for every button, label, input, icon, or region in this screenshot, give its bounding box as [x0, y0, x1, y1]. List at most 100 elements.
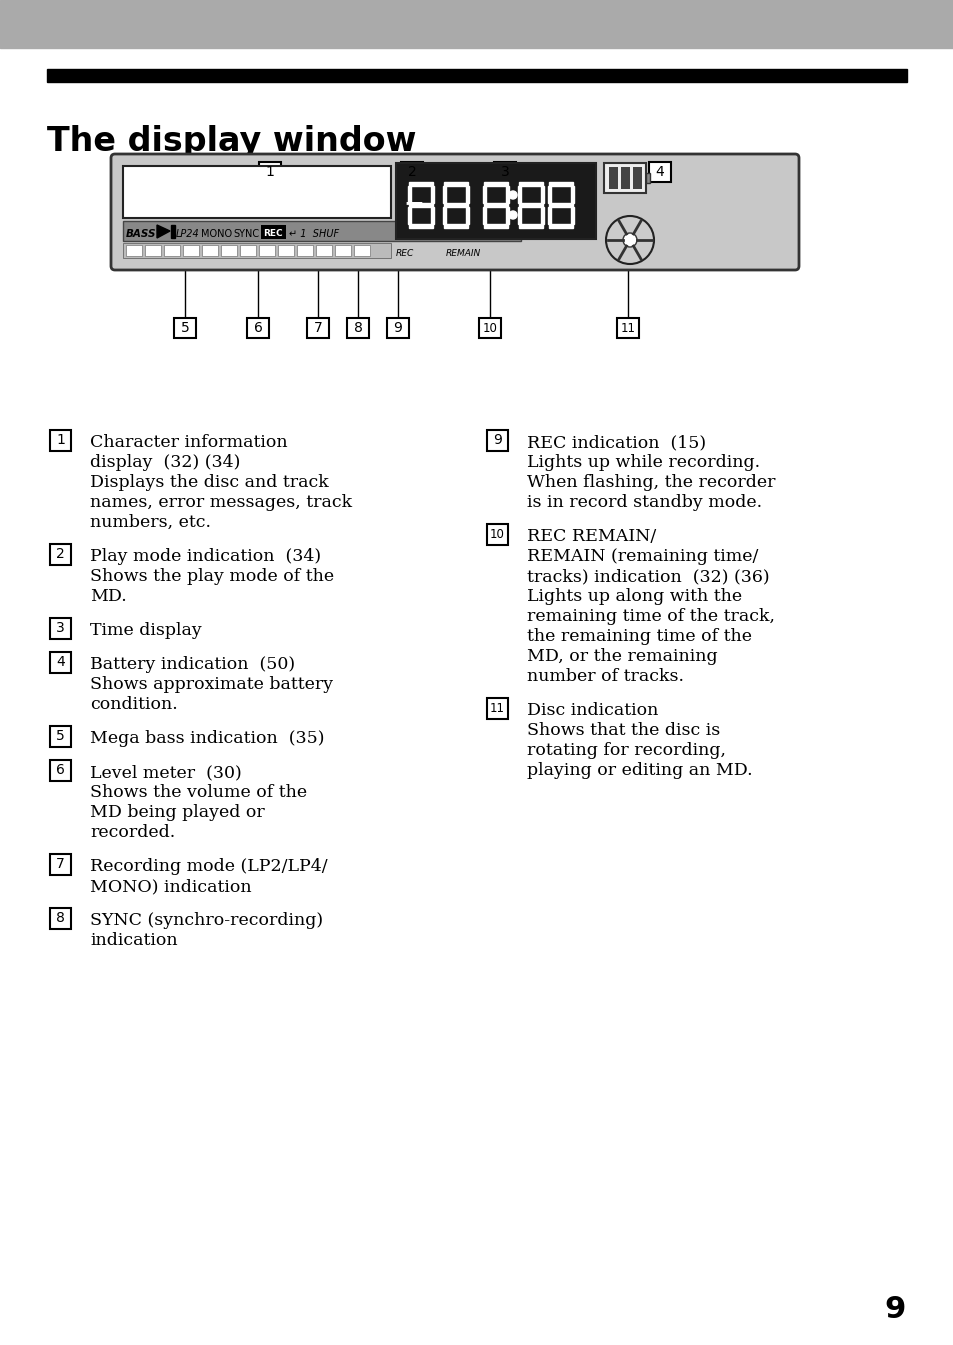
Bar	[547, 207, 551, 225]
Text: 10: 10	[482, 321, 497, 335]
Bar	[221, 245, 236, 256]
Text: Battery indication  (50): Battery indication (50)	[90, 656, 294, 672]
Circle shape	[509, 191, 517, 199]
Text: 5: 5	[56, 729, 65, 744]
Bar	[570, 207, 574, 225]
FancyBboxPatch shape	[50, 760, 71, 781]
Text: recorded.: recorded.	[90, 824, 175, 841]
Text: REMAIN: REMAIN	[446, 250, 480, 258]
FancyBboxPatch shape	[50, 543, 71, 565]
Bar	[126, 245, 142, 256]
Text: Lights up while recording.: Lights up while recording.	[526, 455, 760, 471]
Bar	[549, 182, 572, 186]
Text: 6: 6	[253, 321, 262, 335]
Text: 4: 4	[56, 655, 65, 670]
Text: The display window: The display window	[47, 125, 416, 157]
Bar	[608, 167, 618, 190]
FancyBboxPatch shape	[50, 908, 71, 929]
Text: Shows the volume of the: Shows the volume of the	[90, 784, 307, 802]
Text: is in record standby mode.: is in record standby mode.	[526, 494, 761, 511]
Text: Mega bass indication  (35): Mega bass indication (35)	[90, 730, 324, 746]
Bar	[409, 225, 432, 227]
Bar	[547, 186, 551, 203]
Circle shape	[509, 211, 517, 219]
FancyBboxPatch shape	[494, 161, 516, 182]
Polygon shape	[157, 225, 170, 238]
Bar	[482, 186, 486, 203]
Text: Shows the play mode of the: Shows the play mode of the	[90, 568, 334, 585]
Bar	[549, 203, 572, 207]
Bar	[335, 245, 351, 256]
Bar	[123, 165, 391, 218]
Bar	[518, 225, 542, 227]
Text: REC indication  (15): REC indication (15)	[526, 434, 705, 451]
Bar	[430, 186, 434, 203]
Bar	[570, 186, 574, 203]
Text: 9: 9	[493, 433, 501, 448]
FancyBboxPatch shape	[486, 525, 507, 545]
FancyBboxPatch shape	[50, 617, 71, 639]
Bar	[261, 225, 286, 239]
Text: Time display: Time display	[90, 621, 201, 639]
Text: 5: 5	[180, 321, 190, 335]
Bar	[430, 207, 434, 225]
Bar	[277, 245, 294, 256]
Text: Recording mode (LP2/LP4/: Recording mode (LP2/LP4/	[90, 858, 327, 876]
Text: 11: 11	[490, 702, 504, 716]
Text: 10: 10	[490, 529, 504, 541]
FancyBboxPatch shape	[50, 726, 71, 746]
Bar	[395, 163, 596, 239]
Text: names, error messages, track: names, error messages, track	[90, 494, 352, 511]
Text: 8: 8	[56, 912, 65, 925]
Text: When flashing, the recorder: When flashing, the recorder	[526, 473, 775, 491]
Bar	[484, 225, 507, 227]
Text: REMAIN (remaining time/: REMAIN (remaining time/	[526, 547, 758, 565]
FancyBboxPatch shape	[486, 430, 507, 451]
Bar	[505, 186, 509, 203]
Text: tracks) indication  (32) (36): tracks) indication (32) (36)	[526, 568, 769, 585]
Text: Shows that the disc is: Shows that the disc is	[526, 722, 720, 738]
Bar	[123, 221, 520, 241]
FancyBboxPatch shape	[258, 161, 281, 182]
Text: 9: 9	[883, 1295, 904, 1325]
Bar	[620, 167, 629, 190]
FancyBboxPatch shape	[173, 317, 195, 338]
Circle shape	[622, 233, 637, 247]
Bar	[258, 245, 274, 256]
Text: remaining time of the track,: remaining time of the track,	[526, 608, 774, 625]
Bar	[482, 207, 486, 225]
Bar	[603, 163, 645, 192]
Bar	[296, 245, 313, 256]
Text: Disc indication: Disc indication	[526, 702, 658, 720]
Bar	[354, 245, 370, 256]
FancyBboxPatch shape	[400, 161, 422, 182]
FancyBboxPatch shape	[247, 317, 269, 338]
Bar	[47, 69, 906, 82]
Circle shape	[605, 217, 654, 264]
Text: 8: 8	[354, 321, 362, 335]
Text: MD.: MD.	[90, 588, 127, 605]
Bar	[444, 182, 467, 186]
Bar	[549, 225, 572, 227]
FancyBboxPatch shape	[111, 153, 799, 270]
Text: LP24: LP24	[175, 229, 199, 239]
Text: number of tracks.: number of tracks.	[526, 668, 683, 685]
Text: Lights up along with the: Lights up along with the	[526, 588, 741, 605]
Text: −: −	[402, 191, 423, 215]
Bar	[442, 207, 446, 225]
Text: MONO: MONO	[201, 229, 232, 239]
Bar	[442, 186, 446, 203]
FancyBboxPatch shape	[387, 317, 409, 338]
Text: BASS: BASS	[126, 229, 156, 239]
Bar	[518, 203, 542, 207]
Text: Character information: Character information	[90, 434, 287, 451]
Text: MD being played or: MD being played or	[90, 804, 265, 820]
Text: 2: 2	[56, 547, 65, 561]
Text: Play mode indication  (34): Play mode indication (34)	[90, 547, 321, 565]
Bar	[407, 207, 411, 225]
Text: 1: 1	[56, 433, 65, 448]
Bar	[484, 203, 507, 207]
Bar	[505, 207, 509, 225]
Text: SYNC: SYNC	[233, 229, 259, 239]
Text: Displays the disc and track: Displays the disc and track	[90, 473, 329, 491]
